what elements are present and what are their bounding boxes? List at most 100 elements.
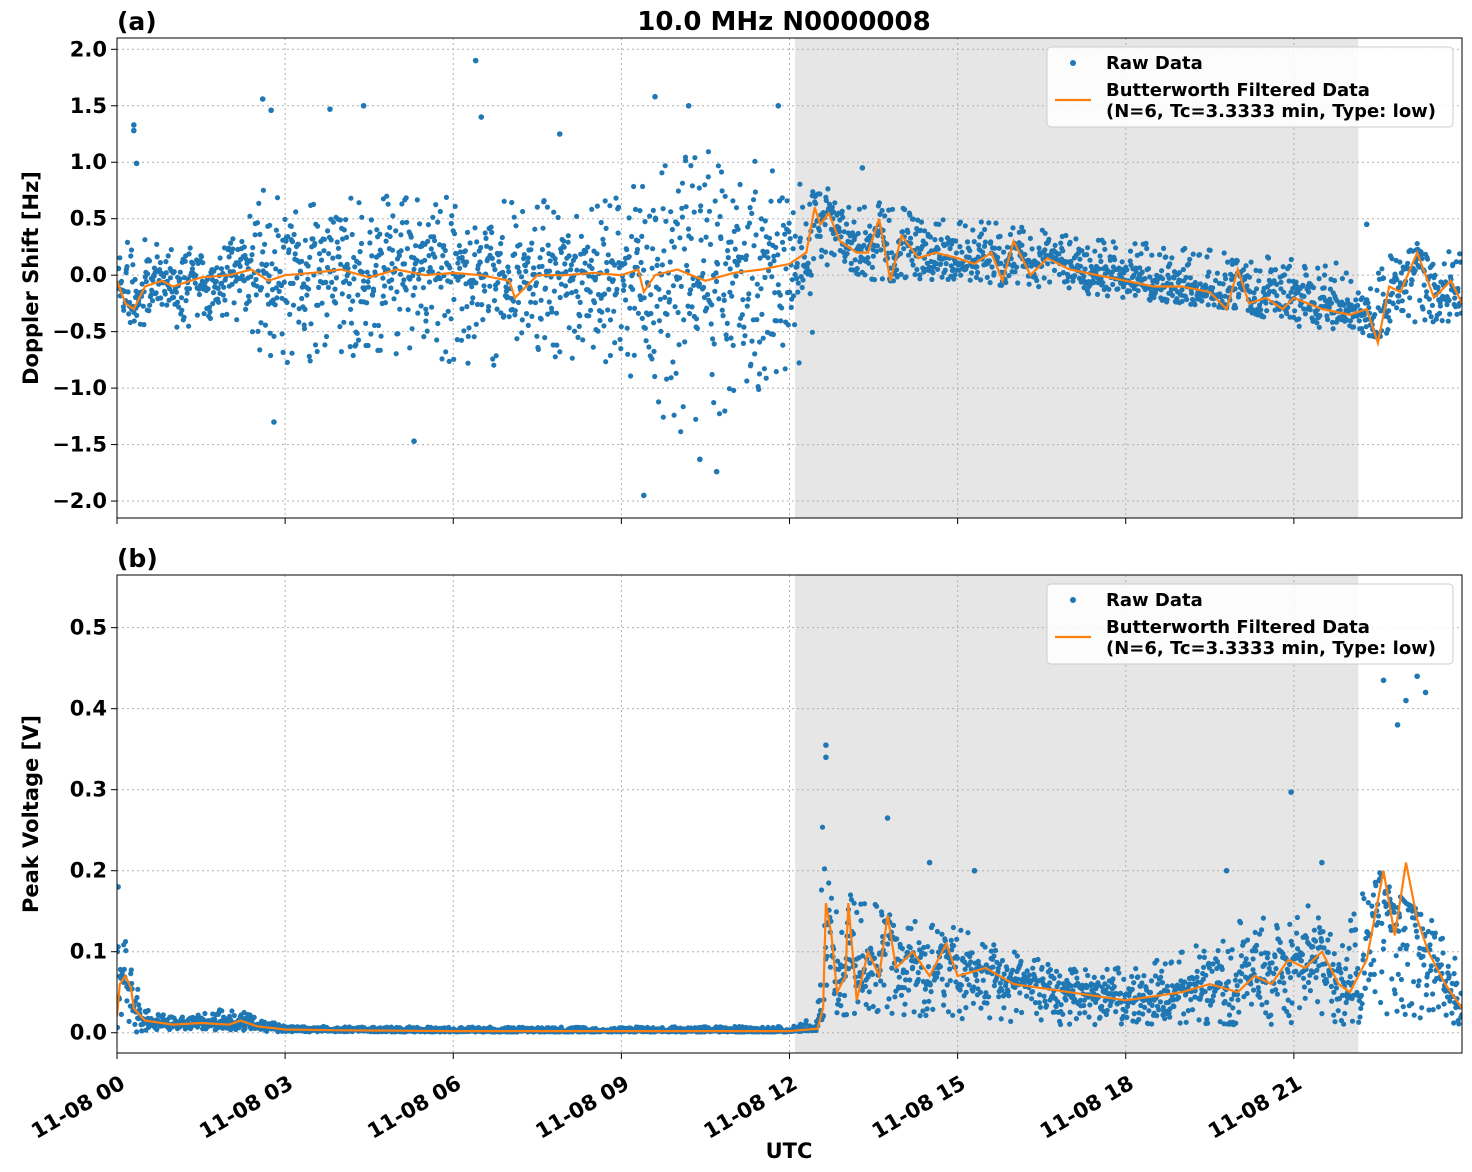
raw-data-point [434,337,440,343]
raw-data-point [704,305,710,311]
raw-data-point [673,370,679,376]
raw-data-point [724,320,730,326]
raw-data-point [799,284,805,291]
raw-data-point [424,328,430,334]
raw-data-point [621,282,627,288]
raw-data-point [869,264,876,270]
raw-data-point [1085,291,1092,297]
raw-data-point [398,248,404,254]
raw-data-point [1161,245,1167,251]
raw-data-point [1301,306,1307,312]
raw-data-point [1248,981,1254,987]
raw-data-point [187,245,193,251]
raw-data-point [534,204,540,210]
raw-data-point [759,226,765,232]
raw-data-point [229,1008,235,1014]
raw-data-point [953,250,960,256]
raw-data-point [1098,258,1104,264]
raw-data-point [1015,976,1021,982]
raw-data-point [1001,1005,1007,1011]
raw-data-point [1287,975,1294,981]
raw-data-point [510,298,517,304]
raw-data-point [612,340,618,346]
raw-data-point [713,278,720,285]
raw-data-point [682,339,688,345]
raw-data-point [281,244,287,250]
raw-data-point [983,962,990,968]
raw-data-point [1417,297,1423,303]
raw-data-point [750,197,757,203]
raw-data-point [538,316,544,322]
raw-data-point [884,241,890,247]
raw-data-point [1359,295,1365,301]
raw-data-point [651,348,657,354]
raw-data-point [1063,232,1069,239]
raw-data-point [736,322,742,328]
raw-data-point [482,288,488,294]
raw-data-point [990,964,996,970]
raw-data-point [1149,252,1155,258]
raw-data-point [935,949,942,955]
raw-data-point [1278,286,1284,292]
raw-data-point [243,306,249,312]
raw-data-point [343,217,349,223]
raw-data-point [1111,984,1117,990]
raw-data-point [1163,254,1169,260]
raw-data-point [1182,979,1188,985]
raw-data-point [575,334,581,340]
raw-data-point [407,345,413,351]
raw-data-point [817,997,823,1004]
raw-data-point [885,941,891,947]
raw-data-point [1313,310,1319,317]
raw-data-point [975,958,981,965]
raw-data-point [1217,981,1224,987]
raw-data-point [1254,942,1260,949]
raw-data-point [499,234,505,241]
raw-data-point [220,292,226,298]
raw-data-point [1255,985,1261,991]
raw-data-point [148,292,154,298]
raw-data-point [512,312,518,318]
raw-data-point [1115,965,1121,971]
raw-data-point [577,313,583,319]
raw-data-point [276,288,282,294]
raw-data-point [179,1014,185,1020]
raw-data-point [754,281,760,287]
raw-data-point [542,285,549,291]
raw-data-outlier [133,160,140,167]
raw-data-point [564,291,570,297]
raw-data-point [997,961,1003,968]
raw-data-point [790,210,796,216]
raw-data-point [459,306,465,312]
raw-data-point [504,294,511,300]
raw-data-point [1131,285,1137,292]
raw-data-point [1263,1010,1269,1016]
raw-data-point [186,286,193,292]
raw-data-point [917,276,923,282]
raw-data-point [875,1007,881,1014]
raw-data-point [534,333,540,339]
raw-data-point [1258,307,1264,313]
raw-data-point [1066,285,1072,291]
legend-marker-raw [1070,60,1076,66]
raw-data-point [1030,965,1036,971]
raw-data-point [355,337,362,343]
raw-data-point [1135,974,1141,980]
raw-data-point [338,349,344,355]
raw-data-point [319,300,325,306]
raw-data-outlier [360,102,367,109]
raw-data-point [136,1002,142,1008]
raw-data-point [532,226,538,232]
raw-data-point [949,947,955,953]
raw-data-point [370,292,376,298]
raw-data-point [958,272,964,278]
raw-data-point [1176,270,1182,276]
raw-data-point [503,288,509,294]
raw-data-point [1167,261,1173,267]
raw-data-point [1257,268,1263,274]
raw-data-point [904,969,910,976]
raw-data-point [141,322,147,328]
raw-data-point [1154,1013,1160,1019]
raw-data-point [521,255,527,262]
y-tick-label: −1.0 [52,376,107,400]
